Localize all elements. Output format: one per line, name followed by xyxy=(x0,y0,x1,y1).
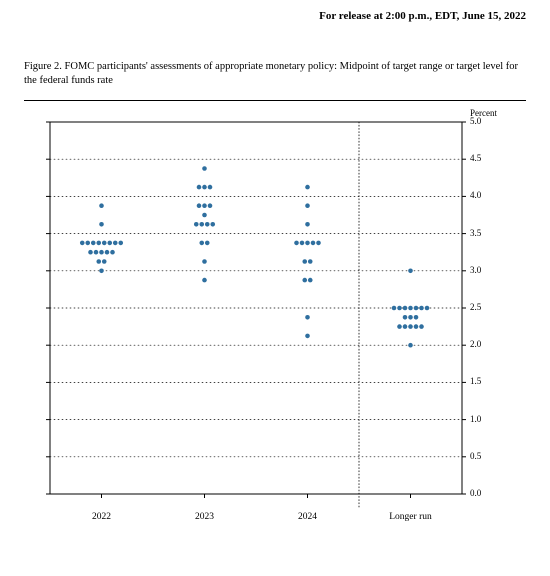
figure-caption-rest: FOMC participants' assessments of approp… xyxy=(24,61,518,86)
y-tick-label: 4.5 xyxy=(470,153,481,163)
y-tick-label: 1.5 xyxy=(470,376,481,386)
figure-caption-lead: Figure 2. xyxy=(24,61,62,72)
dotplot-svg xyxy=(40,118,492,518)
y-tick-label: 2.5 xyxy=(470,302,481,312)
y-tick-label: 3.0 xyxy=(470,265,481,275)
y-tick-label: 0.5 xyxy=(470,451,481,461)
x-category-label: 2024 xyxy=(298,512,317,522)
x-category-label: 2022 xyxy=(92,512,111,522)
page: For release at 2:00 p.m., EDT, June 15, … xyxy=(0,0,550,576)
x-category-label: 2023 xyxy=(195,512,214,522)
x-category-label: Longer run xyxy=(389,512,431,522)
release-line: For release at 2:00 p.m., EDT, June 15, … xyxy=(319,10,526,22)
y-tick-label: 3.5 xyxy=(470,228,481,238)
figure-caption: Figure 2. FOMC participants' assessments… xyxy=(24,60,526,88)
y-tick-label: 0.0 xyxy=(470,488,481,498)
y-tick-label: 2.0 xyxy=(470,339,481,349)
y-tick-label: 4.0 xyxy=(470,190,481,200)
dotplot-chart: Percent 0.00.51.01.52.02.53.03.54.04.55.… xyxy=(40,118,492,518)
caption-rule xyxy=(24,100,526,101)
y-tick-label: 1.0 xyxy=(470,414,481,424)
y-tick-label: 5.0 xyxy=(470,116,481,126)
